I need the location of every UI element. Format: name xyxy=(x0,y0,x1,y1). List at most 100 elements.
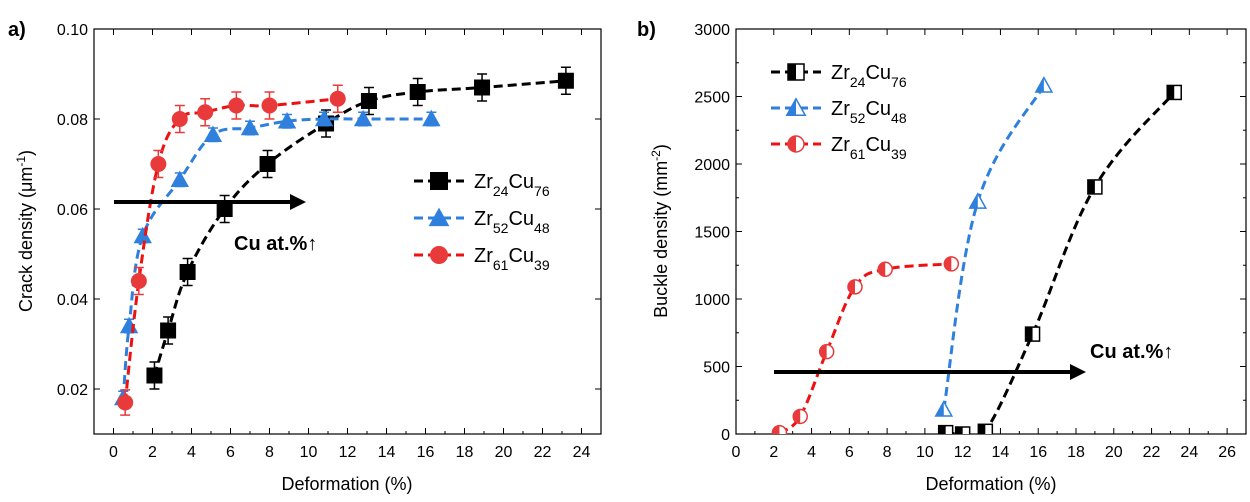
panel-a-zr61cu39-point xyxy=(329,90,346,107)
panel-b-legend-marker xyxy=(787,63,805,81)
panel-a-zr61cu39-point xyxy=(261,97,278,114)
panel-b-zr52cu48-point xyxy=(968,192,988,209)
panel-b-x-tick-label: 16 xyxy=(1029,444,1047,461)
panel-a-legend: Zr24Cu76 Zr52Cu48 Zr61Cu39 xyxy=(414,171,550,273)
panel-b-y-tick-label: 0 xyxy=(721,427,730,444)
panel-a-x-tick-label: 0 xyxy=(109,444,118,461)
panel-b-x-tick-label: 0 xyxy=(732,444,741,461)
panel-a-zr24cu76-point xyxy=(146,367,163,384)
panel-a-x-tick-label: 2 xyxy=(148,444,157,461)
panel-a-y-axis-label: Crack density (μm-1) xyxy=(14,150,36,312)
panel-b-axis-ticks: 0 2 4 6 8 10 12 14 16 18 20 22 24 2605001000150020002… xyxy=(694,22,1246,461)
panel-b-x-tick-label: 8 xyxy=(883,444,892,461)
panel-b-cu-annotation: Cu at.%↑ xyxy=(1090,341,1173,363)
panel-b-x-tick-label: 14 xyxy=(992,444,1010,461)
panel-a-zr52cu48-point xyxy=(203,125,223,142)
panel-b-zr24cu76-point xyxy=(977,423,994,434)
panel-a-x-tick-label: 6 xyxy=(226,444,235,461)
panel-b-x-tick-label: 20 xyxy=(1105,444,1123,461)
panel-a-x-axis-label: Deformation (%) xyxy=(281,474,412,494)
panel-a-x-tick-label: 8 xyxy=(265,444,274,461)
panel-a-zr24cu76-point xyxy=(160,322,177,339)
panel-a-crack-density-chart: a) 0 2 4 6 8 10 12 14 16 18 20 22 240.020.040.060.08… xyxy=(8,19,602,494)
panel-a-zr24cu76-point xyxy=(409,84,426,100)
panel-b-y-axis-label: Buckle density (mm-2) xyxy=(649,144,671,318)
panel-a-zr24cu76-point xyxy=(216,201,233,217)
panel-a-zr61cu39-point xyxy=(228,97,245,114)
panel-a-plot-frame xyxy=(93,28,602,435)
panel-b-x-tick-label: 4 xyxy=(807,444,816,461)
panel-b-zr61cu39-line xyxy=(778,262,952,434)
panel-b-zr24cu76-line xyxy=(945,91,1176,434)
panel-b-x-axis-label: Deformation (%) xyxy=(925,474,1056,494)
panel-a-y-tick-label: 0.04 xyxy=(57,292,88,309)
panel-a-legend-item-zr24cu76: Zr24Cu76 xyxy=(414,171,550,199)
panel-b-zr61cu39-point xyxy=(792,408,808,425)
panel-a-zr52cu48-point xyxy=(314,109,334,127)
panel-b-legend: Zr24Cu76 Zr52Cu48 Zr61Cu39 xyxy=(771,62,907,162)
panel-a-zr24cu76-line xyxy=(153,79,567,376)
panel-b-legend-marker xyxy=(787,135,805,153)
panel-b-zr24cu76-point xyxy=(954,426,971,434)
panel-a-y-tick-label: 0.10 xyxy=(57,22,88,39)
panel-a-x-tick-label: 22 xyxy=(534,444,552,461)
panel-b-zr52cu48-line xyxy=(942,84,1046,410)
panel-a-zr61cu39-point xyxy=(130,273,147,289)
panel-b-legend-label: Zr24Cu76 xyxy=(831,62,907,90)
panel-a-zr24cu76-point xyxy=(259,156,276,172)
panel-b-y-tick-label: 3000 xyxy=(694,22,730,39)
panel-a-y-tick-label: 0.06 xyxy=(57,202,88,219)
panel-b-x-tick-label: 10 xyxy=(916,444,934,461)
panel-a-legend-label: Zr61Cu39 xyxy=(474,245,550,273)
panel-b-x-tick-label: 12 xyxy=(954,444,972,461)
panel-a-zr52cu48-point xyxy=(277,112,297,129)
panel-a-x-tick-label: 24 xyxy=(573,444,591,461)
panel-b-zr61cu39-point xyxy=(877,261,893,278)
panel-a-label: a) xyxy=(8,19,26,41)
panel-b-x-tick-label: 26 xyxy=(1218,444,1236,461)
panel-a-zr52cu48-point xyxy=(170,170,189,187)
panel-b-zr61cu39-point xyxy=(847,279,863,295)
panel-b-legend-item-zr52cu48: Zr52Cu48 xyxy=(771,97,907,126)
panel-a-zr52cu48-point xyxy=(240,118,260,136)
panel-b-legend-item-zr24cu76: Zr24Cu76 xyxy=(771,62,907,90)
panel-a-x-tick-label: 20 xyxy=(495,444,513,461)
panel-b-zr61cu39-point xyxy=(818,343,835,360)
panel-a-axis-ticks: 0 2 4 6 8 10 12 14 16 18 20 22 240.020.040.060.080.1… xyxy=(57,22,601,461)
panel-b-label: b) xyxy=(637,19,656,41)
panel-a-legend-label: Zr24Cu76 xyxy=(474,171,550,199)
panel-b-zr61cu39-point xyxy=(771,424,788,434)
panel-a-legend-marker xyxy=(430,172,448,190)
panel-b-zr24cu76-point xyxy=(1166,84,1182,101)
panel-a-legend-marker xyxy=(428,207,450,227)
panel-b-x-tick-label: 6 xyxy=(845,444,854,461)
panel-b-zr52cu48-point xyxy=(934,400,954,417)
panel-a-cu-arrow xyxy=(114,194,306,210)
panel-a-x-tick-label: 14 xyxy=(378,444,396,461)
panel-a-x-tick-label: 18 xyxy=(456,444,474,461)
panel-a-cu-annotation: Cu at.%↑ xyxy=(234,233,317,255)
panel-a-zr24cu76-point xyxy=(557,72,574,89)
panel-a-y-tick-label: 0.02 xyxy=(57,382,88,399)
panel-b-zr24cu76-point xyxy=(1087,179,1103,195)
panel-b-cu-arrow xyxy=(774,364,1086,380)
panel-b-x-tick-label: 22 xyxy=(1143,444,1161,461)
panel-b-zr24cu76-point xyxy=(937,424,954,434)
panel-a-zr24cu76-point xyxy=(474,79,491,96)
panel-a-zr52cu48-point xyxy=(119,316,139,334)
panel-a-legend-item-zr61cu39: Zr61Cu39 xyxy=(414,245,550,273)
panel-a-zr24cu76-point xyxy=(179,264,196,280)
panel-a-y-tick-label: 0.08 xyxy=(57,112,88,129)
panel-a-zr61cu39-point xyxy=(197,104,214,121)
panel-a-zr52cu48-point xyxy=(133,226,152,244)
panel-a-legend-item-zr52cu48: Zr52Cu48 xyxy=(414,207,550,236)
panel-a-x-tick-label: 4 xyxy=(187,444,196,461)
panel-b-legend-label: Zr61Cu39 xyxy=(831,134,907,162)
panel-b-series xyxy=(771,76,1182,434)
panel-a-zr24cu76-point xyxy=(360,93,377,109)
panel-b-y-tick-label: 1500 xyxy=(694,225,730,242)
panel-a-zr61cu39-point xyxy=(171,111,188,127)
panel-b-legend-label: Zr52Cu48 xyxy=(831,98,907,126)
panel-a-legend-label: Zr52Cu48 xyxy=(474,208,550,236)
panel-b-zr52cu48-point xyxy=(1034,76,1054,93)
